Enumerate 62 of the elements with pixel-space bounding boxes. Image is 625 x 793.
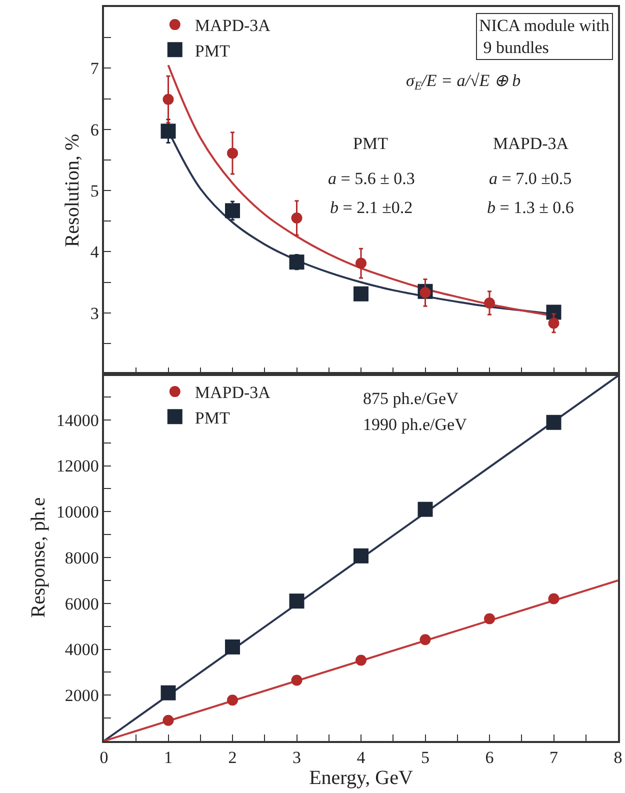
annotation: 1990 ph.e/GeV [363, 415, 468, 434]
x-tick-label: 8 [614, 748, 622, 768]
point [548, 318, 560, 329]
point [225, 639, 240, 654]
annotation: a = 7.0 ±0.5 [489, 169, 572, 188]
annotation: a = 5.6 ± 0.3 [328, 169, 415, 188]
point [356, 258, 366, 269]
annotation: b = 2.1 ±0.2 [330, 198, 413, 217]
point [291, 674, 302, 686]
y-tick-label: 14000 [56, 410, 99, 430]
x-tick-label: 2 [228, 748, 237, 768]
y-tick-label: 4000 [64, 640, 99, 660]
x-axis-title: Energy, GeV [309, 767, 414, 790]
x-tick-label: 1 [164, 748, 172, 768]
point [227, 148, 238, 159]
y-tick-label: 5 [90, 181, 99, 200]
y-tick-label: 8000 [64, 548, 99, 568]
annotation: NICA module with 9 bundles [479, 16, 610, 58]
x-tick-label: 5 [421, 748, 430, 768]
point [291, 212, 302, 224]
point [354, 286, 368, 302]
point [548, 593, 560, 604]
point [546, 414, 562, 430]
y-tick-label: 6 [90, 120, 99, 140]
y-tick-label: 12000 [56, 456, 99, 476]
annotation: σ$_{E}$/E = a/√E ⊕ b [406, 71, 521, 93]
annotation: 875 ph.e/GeV [363, 389, 460, 408]
y-tick-label: 4 [90, 242, 100, 262]
x-tick-label: 4 [356, 748, 366, 768]
legend-label: MAPD-3A [194, 16, 272, 36]
point [160, 124, 176, 139]
point [356, 654, 366, 666]
point [225, 203, 240, 218]
x-tick-label: 3 [292, 748, 301, 768]
y-tick-label: 10000 [56, 502, 99, 522]
x-tick-label: 0 [100, 748, 108, 768]
point [289, 594, 304, 609]
legend-label: PMT [194, 41, 230, 60]
point [227, 694, 238, 706]
point [484, 298, 495, 309]
y-tick-label: 7 [90, 59, 100, 78]
y-tick-label: 3 [90, 304, 99, 323]
point [289, 254, 304, 270]
annotation: PMT [353, 134, 389, 153]
legend-label: PMT [194, 408, 230, 428]
y-tick-label: 6000 [64, 594, 99, 614]
y-axis-title: Resolution, % [61, 134, 84, 248]
legend-label: MAPD-3A [194, 383, 272, 402]
point [160, 685, 176, 700]
point [420, 634, 431, 646]
y-tick-label: 2000 [64, 686, 99, 706]
point [418, 502, 433, 517]
point [162, 714, 174, 726]
point [484, 613, 495, 624]
annotation: b = 1.3 ± 0.6 [487, 198, 574, 217]
point [162, 94, 174, 105]
y-axis-title: Response, ph.e [27, 497, 50, 618]
annotation: MAPD-3A [493, 134, 570, 153]
point [546, 304, 562, 320]
x-tick-label: 6 [485, 748, 494, 768]
point [354, 548, 368, 564]
x-tick-label: 7 [550, 748, 558, 768]
